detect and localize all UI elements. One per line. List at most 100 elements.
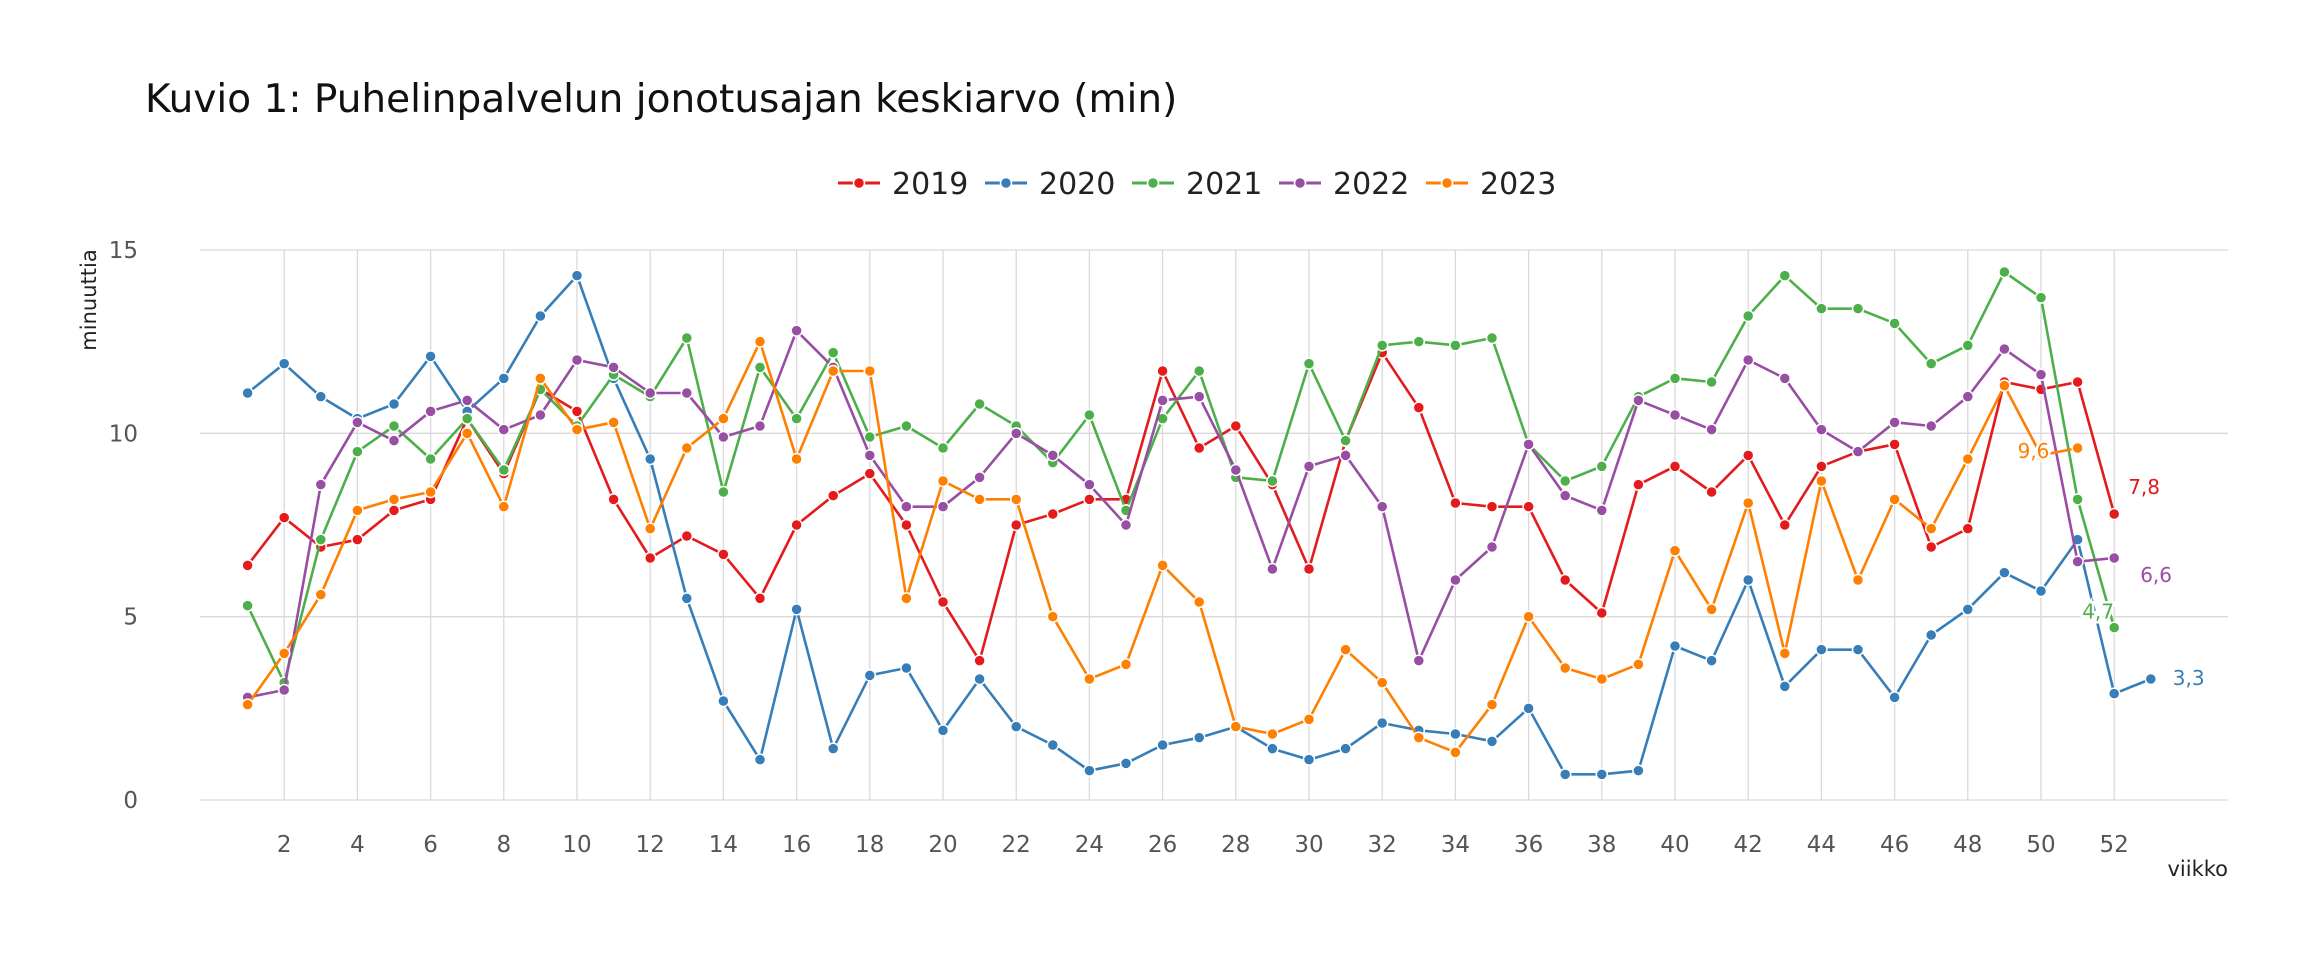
series-line — [246, 270, 2116, 685]
data-point — [717, 694, 730, 708]
data-point — [717, 485, 730, 499]
data-point — [1741, 573, 1755, 587]
data-point — [1192, 595, 1206, 609]
series-line — [246, 274, 2152, 776]
x-tick-label: 24 — [1075, 832, 1104, 858]
data-point — [1851, 643, 1865, 656]
data-point — [1558, 661, 1572, 675]
data-point — [826, 489, 840, 502]
data-point — [863, 467, 877, 480]
legend-marker — [1146, 176, 1160, 190]
data-point — [900, 500, 913, 513]
data-point — [1449, 496, 1462, 510]
data-point — [1924, 540, 1938, 554]
data-point — [1998, 342, 2011, 356]
data-point — [2144, 672, 2158, 686]
data-point — [1119, 658, 1133, 671]
data-point — [1449, 746, 1462, 759]
data-point — [1375, 500, 1389, 513]
series-line — [246, 351, 2116, 663]
data-point — [1851, 302, 1865, 315]
x-tick-label: 34 — [1441, 832, 1470, 858]
data-point — [717, 548, 730, 561]
data-point — [1302, 713, 1316, 726]
x-tick-label: 42 — [1734, 832, 1763, 858]
x-tick-label: 36 — [1514, 832, 1543, 858]
data-point — [1375, 339, 1389, 352]
data-point — [1412, 401, 1426, 414]
data-point — [1595, 504, 1609, 517]
data-point — [790, 412, 803, 425]
data-point — [1046, 738, 1060, 752]
data-point — [497, 423, 511, 436]
data-point — [534, 408, 547, 422]
data-point — [863, 449, 877, 462]
data-point — [973, 654, 986, 667]
data-point — [1998, 379, 2011, 392]
data-point — [1595, 672, 1609, 686]
data-point — [1339, 643, 1352, 656]
data-point — [936, 595, 950, 609]
data-point — [1522, 500, 1535, 513]
data-point — [2071, 493, 2084, 506]
x-tick-label: 2 — [277, 832, 292, 858]
legend-label: 2020 — [1039, 167, 1115, 202]
grid — [200, 249, 2228, 801]
data-point — [2034, 368, 2048, 381]
data-point — [900, 661, 913, 675]
data-point — [424, 485, 437, 499]
x-tick-label: 10 — [562, 832, 591, 858]
series-2023: 9,6 — [241, 335, 2084, 759]
data-point — [1632, 764, 1645, 777]
data-point — [1888, 317, 1901, 330]
data-point — [643, 452, 657, 466]
data-point — [1961, 390, 1975, 403]
y-tick-label: 5 — [123, 605, 138, 631]
data-point — [1485, 331, 1499, 345]
data-point — [1888, 438, 1901, 451]
data-point — [680, 441, 694, 455]
data-point — [1302, 460, 1316, 473]
data-point — [1778, 647, 1792, 660]
data-point — [900, 518, 913, 532]
x-tick-label: 46 — [1880, 832, 1909, 858]
data-point — [1083, 478, 1096, 491]
data-point — [1558, 573, 1572, 587]
data-point — [1924, 357, 1938, 370]
data-point — [241, 559, 254, 572]
data-point — [1083, 408, 1096, 422]
data-point — [497, 463, 511, 477]
data-point — [1595, 460, 1609, 473]
data-point — [680, 529, 694, 543]
data-point — [717, 412, 730, 425]
data-point — [1741, 309, 1755, 323]
legend-label: 2019 — [892, 167, 968, 202]
legend-marker — [1293, 176, 1307, 190]
data-point — [1961, 522, 1975, 535]
data-point — [1741, 353, 1755, 367]
data-point — [387, 419, 401, 433]
data-point — [1412, 335, 1426, 348]
data-point — [1046, 449, 1060, 462]
y-tick-label: 15 — [109, 238, 138, 264]
data-point — [2071, 441, 2084, 455]
data-point — [863, 669, 877, 682]
data-point — [1668, 639, 1682, 653]
legend-label: 2022 — [1333, 167, 1409, 202]
data-point — [1229, 720, 1243, 733]
data-point — [2034, 291, 2048, 304]
data-point — [1778, 269, 1792, 282]
data-point — [1229, 463, 1243, 477]
data-point — [387, 504, 401, 517]
data-point — [1741, 496, 1755, 510]
data-point — [1815, 643, 1828, 656]
data-point — [790, 452, 803, 466]
data-point — [241, 599, 254, 612]
data-point — [1668, 372, 1682, 385]
data-point — [1888, 691, 1901, 704]
data-point — [351, 533, 364, 546]
data-point — [1192, 441, 1206, 455]
data-point — [607, 493, 620, 506]
data-point — [1083, 672, 1096, 686]
